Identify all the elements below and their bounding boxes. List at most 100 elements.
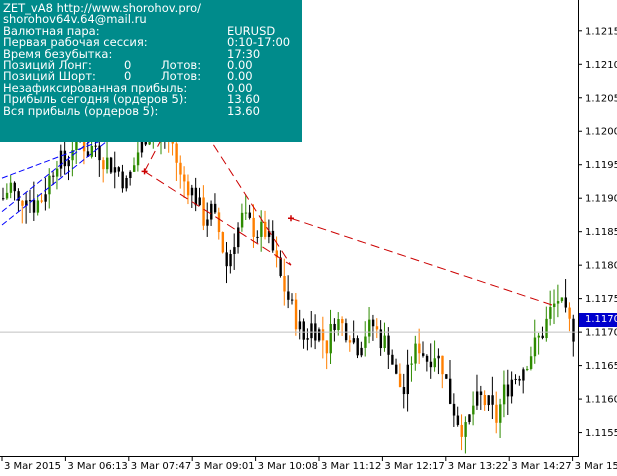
candle-body — [425, 355, 429, 362]
candle-body — [499, 404, 502, 423]
candle-body — [217, 212, 221, 233]
candle-body — [210, 203, 213, 220]
candle-body — [206, 219, 209, 226]
candle-body — [183, 174, 186, 182]
trade-marker — [288, 215, 294, 222]
candle-body — [537, 335, 541, 338]
price-tick-label: 1.1195 — [585, 160, 617, 171]
candle-body — [5, 192, 9, 199]
info-row: Прибыль сегодня (ордеров 5): 13.60 — [3, 93, 302, 105]
candle-body — [256, 236, 259, 238]
current-price-badge: 1.1170 — [579, 313, 617, 327]
candle-body — [260, 221, 263, 237]
candle-body — [506, 384, 510, 397]
candle-body — [495, 404, 498, 423]
candle-body — [67, 160, 70, 167]
candle-body — [287, 291, 290, 300]
candle-body — [21, 200, 24, 206]
candle-body — [28, 200, 32, 202]
candle-body — [568, 307, 571, 319]
price-tick-label: 1.1180 — [585, 261, 617, 272]
trade-line — [144, 170, 292, 266]
candle-body — [9, 182, 13, 193]
candle-body — [271, 230, 275, 251]
candle-body — [510, 379, 514, 397]
candle-body — [40, 200, 43, 202]
candle-body — [429, 361, 433, 368]
candle-body — [244, 212, 248, 214]
candle-body — [522, 369, 525, 381]
candle-body — [190, 187, 194, 196]
candle-body — [472, 405, 475, 415]
candle-body — [364, 336, 367, 348]
info-label: Позиций Шорт: — [3, 69, 96, 84]
price-tick-label: 1.1185 — [585, 227, 617, 238]
candle-body — [549, 307, 552, 319]
candle-body — [398, 373, 402, 388]
time-tick-label: 3 Mar 15:31 — [575, 461, 617, 472]
candle-body — [483, 395, 487, 406]
time-tick-label: 3 Mar 10:08 — [258, 461, 318, 472]
candle-body — [102, 160, 105, 170]
price-tick-label: 1.1155 — [585, 428, 617, 439]
candle-body — [437, 355, 440, 359]
candle-body — [414, 343, 417, 364]
info-lots-label: Лотов: — [161, 57, 202, 72]
candle-body — [225, 252, 228, 267]
info-label: ZET_vA8 http://www.shorohov.pro/ — [3, 1, 202, 15]
candle-body — [202, 197, 205, 226]
candle-body — [63, 150, 67, 167]
info-label: Валютная пара: — [3, 23, 100, 38]
candle-body — [140, 132, 144, 153]
candle-body — [371, 319, 375, 327]
candle-body — [553, 303, 556, 308]
candle-body — [198, 197, 201, 206]
info-row: Вся прибыль (ордеров 5): 13.60 — [3, 103, 302, 118]
candle-body — [90, 145, 94, 157]
candle-body — [106, 157, 109, 170]
info-row: Незафиксированная прибыль: 0.00 — [3, 82, 302, 94]
candle-body — [475, 391, 479, 406]
candle-body — [445, 374, 448, 379]
time-tick-label: 3 Mar 2015 — [4, 461, 61, 472]
candle-body — [360, 347, 363, 356]
candle-body — [321, 329, 325, 341]
time-tick-label: 3 Mar 09:01 — [194, 461, 254, 472]
candle-body — [572, 318, 575, 342]
info-value: 0.00 — [227, 57, 253, 72]
candle-body — [179, 162, 182, 175]
candle-body — [17, 191, 20, 201]
candle-body — [410, 363, 413, 365]
price-tick-label: 1.1200 — [585, 127, 617, 138]
candle-body — [248, 212, 252, 218]
candle-body — [402, 387, 406, 395]
candle-body — [560, 297, 564, 302]
candle-body — [479, 391, 483, 396]
info-label: Вся прибыль (ордеров 5): — [3, 103, 159, 118]
candle-body — [279, 257, 282, 276]
info-value: 13.60 — [227, 103, 260, 118]
candle-body — [194, 187, 198, 206]
candle-body — [94, 145, 97, 147]
candle-body — [13, 182, 16, 192]
candle-body — [452, 403, 456, 416]
time-tick-label: 3 Mar 07:47 — [131, 461, 191, 472]
candle-body — [487, 395, 490, 406]
candle-body — [526, 368, 529, 370]
candle-body — [448, 378, 452, 404]
candle-body — [186, 181, 190, 196]
candle-body — [329, 323, 332, 354]
candle-body — [55, 168, 59, 177]
candle-body — [341, 319, 344, 324]
price-tick-label: 1.1175 — [585, 294, 617, 305]
info-label: Первая рабочая сессия: — [3, 35, 148, 50]
candle-body — [468, 414, 471, 423]
info-label: Время безубытка: — [3, 46, 113, 61]
candle-body — [113, 167, 117, 173]
price-tick-label: 1.1160 — [585, 395, 617, 406]
candle-body — [240, 212, 244, 228]
price-tick-label: 1.1205 — [585, 93, 617, 104]
candle-body — [175, 143, 178, 163]
info-value: 0.00 — [227, 69, 253, 84]
candle-body — [356, 338, 359, 356]
